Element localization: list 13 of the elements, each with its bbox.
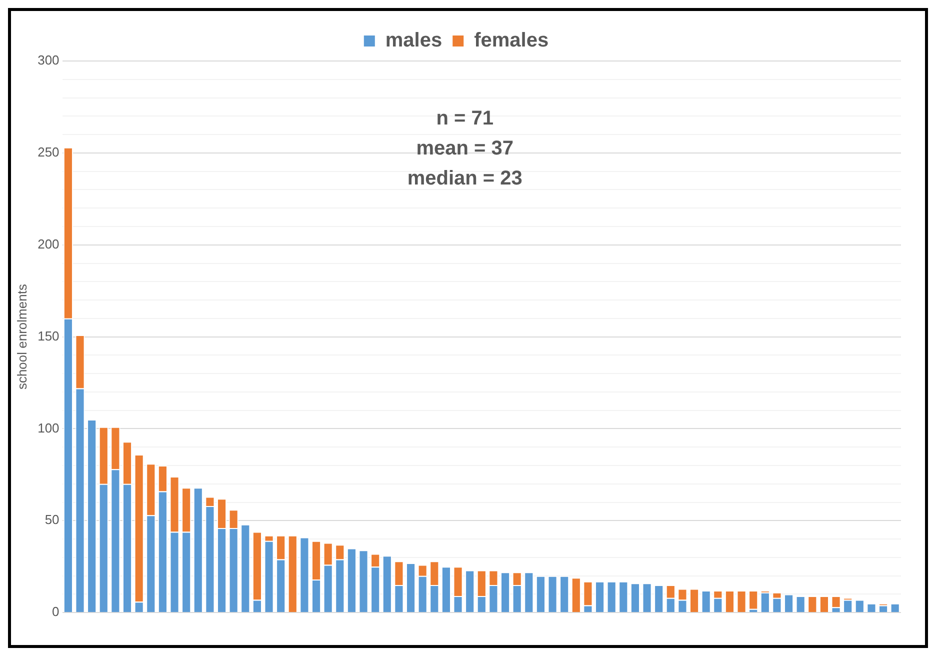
y-tick-label: 250 xyxy=(38,144,60,160)
y-tick-label: 200 xyxy=(38,236,60,252)
y-tick-label: 50 xyxy=(44,512,60,528)
y-tick-label: 100 xyxy=(38,420,60,436)
legend-label: males xyxy=(385,30,442,52)
y-tick-label: 0 xyxy=(52,604,60,620)
y-axis-title: school enrolments xyxy=(14,284,30,390)
legend-label: females xyxy=(474,30,549,52)
annotation: median = 23 xyxy=(407,168,522,190)
y-tick-label: 150 xyxy=(38,328,60,344)
annotation: n = 71 xyxy=(436,108,494,130)
y-tick-label: 300 xyxy=(38,52,60,68)
annotation: mean = 37 xyxy=(416,138,514,160)
